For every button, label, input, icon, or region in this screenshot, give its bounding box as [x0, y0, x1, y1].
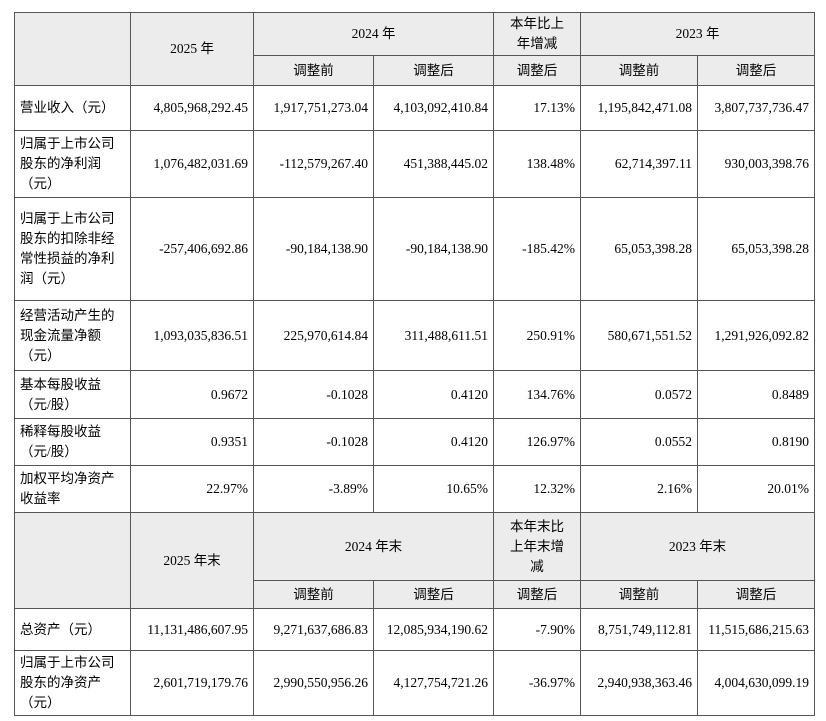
table-row: 加权平均净资产收益率 22.97% -3.89% 10.65% 12.32% 2.16% 2… [14, 465, 815, 513]
value-cell: 2,601,719,179.76 [130, 650, 254, 716]
value-cell: 250.91% [493, 300, 581, 371]
table-row: 稀释每股收益（元/股） 0.9351 -0.1028 0.4120 126.97% 0.0… [14, 418, 815, 466]
corner-cell [14, 12, 131, 86]
change-header: 本年末比上年末增减 [493, 512, 581, 581]
row-label: 总资产（元） [14, 608, 131, 651]
row-label: 归属于上市公司股东的扣除非经常性损益的净利润（元） [14, 197, 131, 301]
table-row: 归属于上市公司股东的扣除非经常性损益的净利润（元） -257,406,692.86… [14, 197, 815, 301]
corner-cell [14, 512, 131, 609]
value-cell: 65,053,398.28 [580, 197, 698, 301]
value-cell: -112,579,267.40 [253, 130, 374, 198]
sub-header: 调整后 [697, 580, 815, 609]
value-cell: 134.76% [493, 370, 581, 419]
sub-header: 调整后 [493, 580, 581, 609]
sub-header: 调整后 [493, 55, 581, 86]
table-row: 调整前 调整后 调整后 调整前 调整后 [15, 580, 815, 609]
value-cell: 4,103,092,410.84 [373, 85, 494, 131]
value-cell: 138.48% [493, 130, 581, 198]
sub-header: 调整前 [253, 55, 374, 86]
value-cell: 451,388,445.02 [373, 130, 494, 198]
value-cell: 2,990,550,956.26 [253, 650, 374, 716]
value-cell: 12.32% [493, 465, 581, 513]
sub-header: 调整后 [697, 55, 815, 86]
value-cell: 1,076,482,031.69 [130, 130, 254, 198]
change-header: 本年比上年增减 [493, 12, 581, 56]
value-cell: 11,515,686,215.63 [697, 608, 815, 651]
value-cell: -0.1028 [253, 370, 374, 419]
sub-header: 调整后 [373, 580, 494, 609]
value-cell: 1,291,926,092.82 [697, 300, 815, 371]
row-label: 归属于上市公司股东的净资产（元） [14, 650, 131, 716]
value-cell: -3.89% [253, 465, 374, 513]
year-header: 2025 年末 [130, 512, 254, 609]
table-row: 归属于上市公司股东的净资产（元） 2,601,719,179.76 2,990,55… [14, 650, 815, 716]
table-row: 归属于上市公司股东的净利润（元） 1,076,482,031.69 -112,579… [14, 130, 815, 198]
table-row: 总资产（元） 11,131,486,607.95 9,271,637,686.83 1… [14, 608, 815, 651]
value-cell: 62,714,397.11 [580, 130, 698, 198]
year-header: 2025 年 [130, 12, 254, 86]
value-cell: 0.0552 [580, 418, 698, 466]
value-cell: 1,917,751,273.04 [253, 85, 374, 131]
year-header: 2024 年末 [253, 512, 494, 581]
sub-header: 调整前 [580, 55, 698, 86]
value-cell: 1,093,035,836.51 [130, 300, 254, 371]
value-cell: 4,004,630,099.19 [697, 650, 815, 716]
table-row: 营业收入（元） 4,805,968,292.45 1,917,751,273.04 4… [14, 85, 815, 131]
year-header: 2023 年末 [580, 512, 815, 581]
value-cell: 930,003,398.76 [697, 130, 815, 198]
value-cell: 12,085,934,190.62 [373, 608, 494, 651]
value-cell: 0.8489 [697, 370, 815, 419]
table-row: 基本每股收益（元/股） 0.9672 -0.1028 0.4120 134.76% 0.0… [14, 370, 815, 419]
table-row: 经营活动产生的现金流量净额（元） 1,093,035,836.51 225,970,… [14, 300, 815, 371]
value-cell: 580,671,551.52 [580, 300, 698, 371]
value-cell: 4,127,754,721.26 [373, 650, 494, 716]
financial-table: 2025 年 2024 年本年比上年增减 2023 年调整前 调整后 调整后 调整前 调整后… [14, 12, 815, 716]
table-row: 调整前 调整后 调整后 调整前 调整后 [15, 55, 815, 86]
value-cell: 20.01% [697, 465, 815, 513]
sub-header: 调整前 [253, 580, 374, 609]
value-cell: 0.4120 [373, 370, 494, 419]
value-cell: -0.1028 [253, 418, 374, 466]
row-label: 加权平均净资产收益率 [14, 465, 131, 513]
row-label: 基本每股收益（元/股） [14, 370, 131, 419]
value-cell: -185.42% [493, 197, 581, 301]
value-cell: 8,751,749,112.81 [580, 608, 698, 651]
value-cell: -7.90% [493, 608, 581, 651]
value-cell: 225,970,614.84 [253, 300, 374, 371]
value-cell: -90,184,138.90 [253, 197, 374, 301]
value-cell: -36.97% [493, 650, 581, 716]
value-cell: 65,053,398.28 [697, 197, 815, 301]
value-cell: 3,807,737,736.47 [697, 85, 815, 131]
value-cell: 0.9672 [130, 370, 254, 419]
value-cell: 0.8190 [697, 418, 815, 466]
value-cell: -90,184,138.90 [373, 197, 494, 301]
value-cell: 311,488,611.51 [373, 300, 494, 371]
sub-header: 调整后 [373, 55, 494, 86]
value-cell: 9,271,637,686.83 [253, 608, 374, 651]
table-row: 2025 年 2024 年本年比上年增减 2023 年 [14, 12, 815, 86]
value-cell: 11,131,486,607.95 [130, 608, 254, 651]
value-cell: 22.97% [130, 465, 254, 513]
value-cell: 126.97% [493, 418, 581, 466]
table-row: 2025 年末 2024 年末 本年末比上年末增减 2023 年末 [14, 512, 815, 609]
value-cell: -257,406,692.86 [130, 197, 254, 301]
value-cell: 10.65% [373, 465, 494, 513]
row-label: 经营活动产生的现金流量净额（元） [14, 300, 131, 371]
row-label: 营业收入（元） [14, 85, 131, 131]
value-cell: 2,940,938,363.46 [580, 650, 698, 716]
value-cell: 0.4120 [373, 418, 494, 466]
row-label: 归属于上市公司股东的净利润（元） [14, 130, 131, 198]
value-cell: 1,195,842,471.08 [580, 85, 698, 131]
value-cell: 0.9351 [130, 418, 254, 466]
row-label: 稀释每股收益（元/股） [14, 418, 131, 466]
sub-header: 调整前 [580, 580, 698, 609]
value-cell: 0.0572 [580, 370, 698, 419]
value-cell: 4,805,968,292.45 [130, 85, 254, 131]
value-cell: 2.16% [580, 465, 698, 513]
year-header: 2023 年 [580, 12, 815, 56]
year-header: 2024 年 [253, 12, 494, 56]
value-cell: 17.13% [493, 85, 581, 131]
